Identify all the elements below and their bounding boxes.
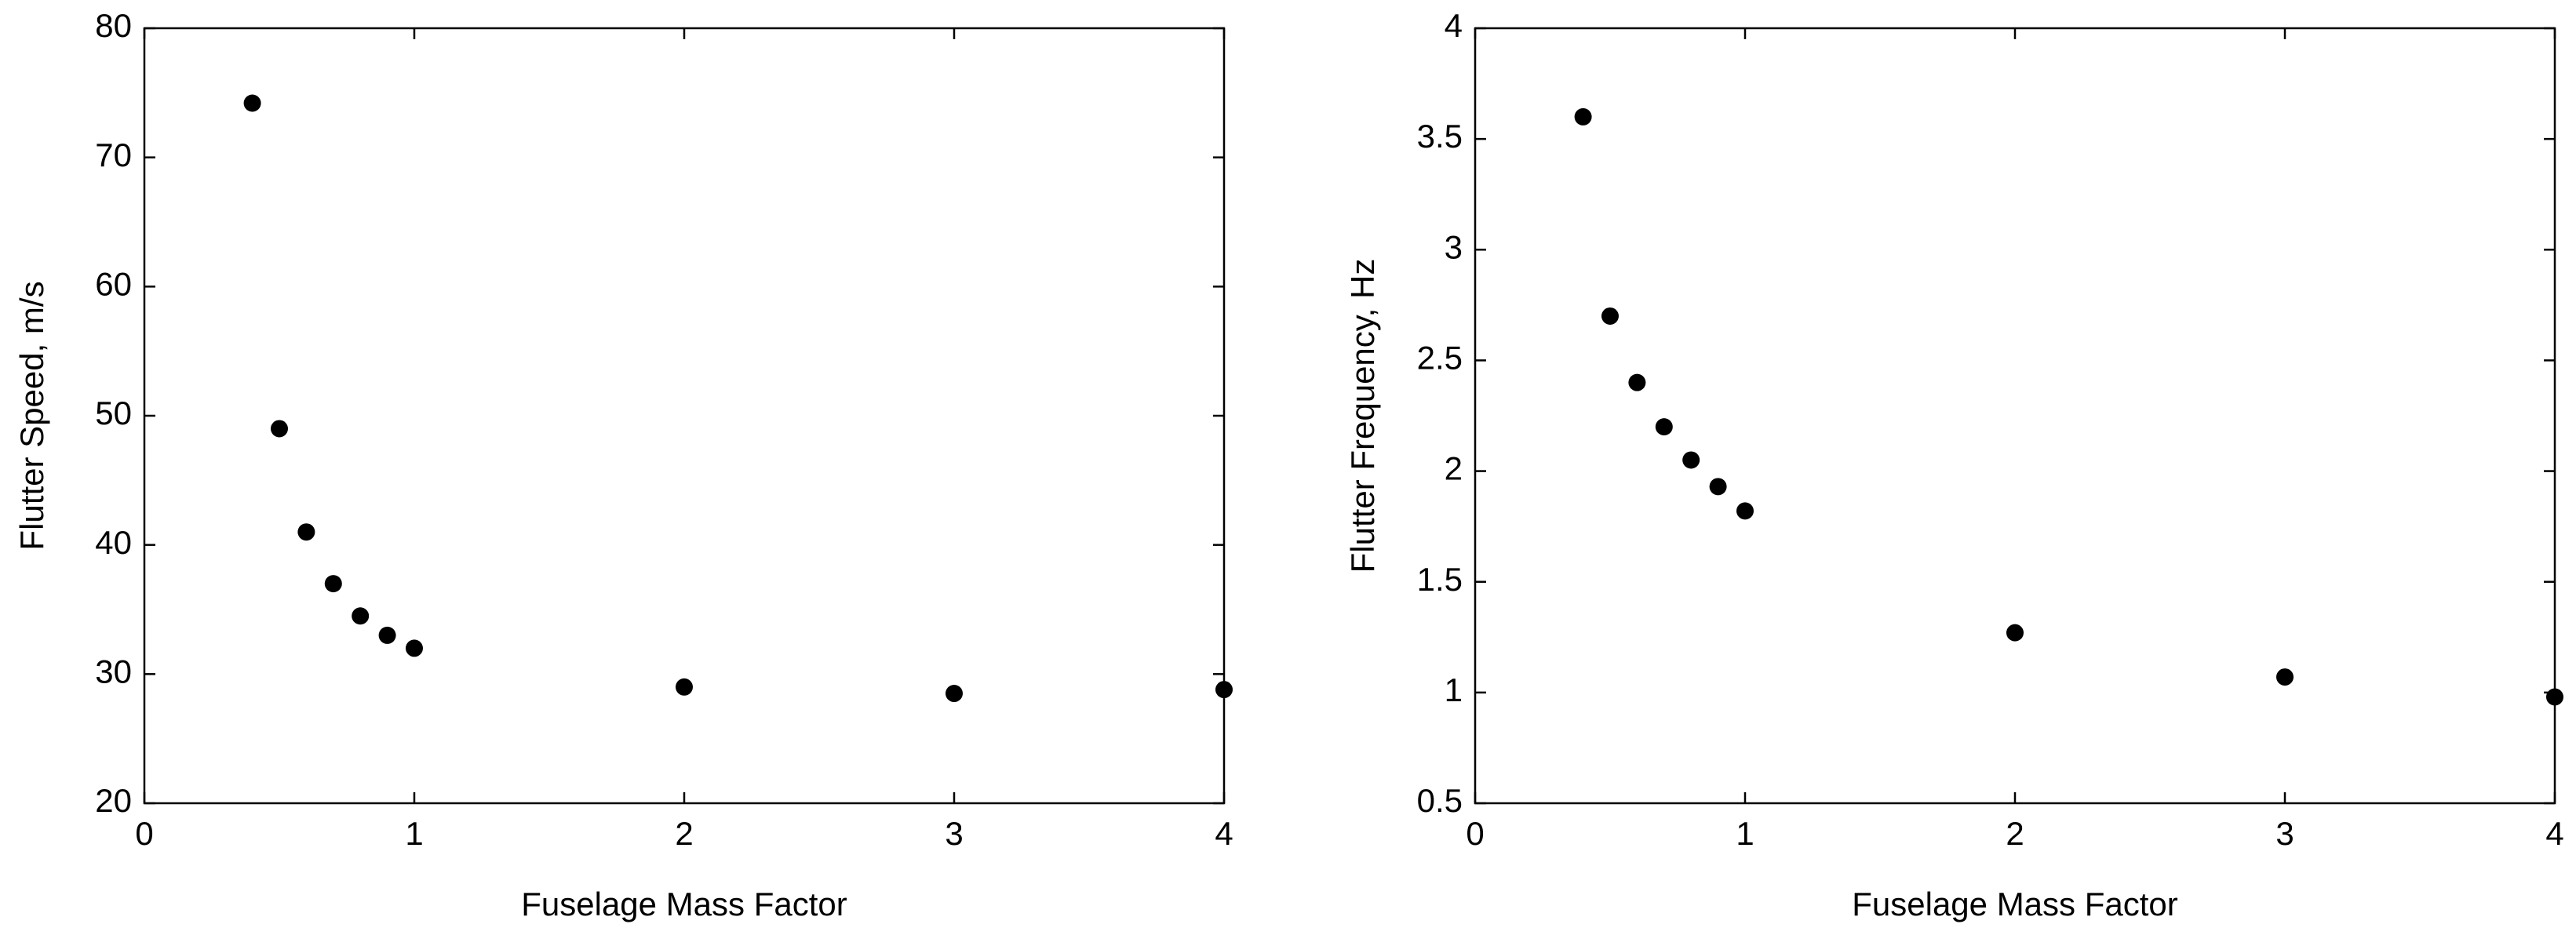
scatter-point xyxy=(324,575,342,593)
y-tick-label: 4 xyxy=(1445,7,1463,44)
x-tick-label: 3 xyxy=(945,815,963,852)
y-tick-label: 0.5 xyxy=(1417,782,1463,819)
y-tick-label: 2 xyxy=(1445,450,1463,487)
scatter-point xyxy=(1682,451,1700,469)
x-tick-label: 4 xyxy=(1215,815,1233,852)
y-tick-label: 70 xyxy=(95,136,132,173)
scatter-point xyxy=(1215,681,1233,699)
scatter-point xyxy=(676,678,693,696)
y-axis-label: Flutter Speed, m/s xyxy=(13,281,50,550)
x-tick-label: 2 xyxy=(2006,815,2024,852)
y-axis-label: Flutter Frequency, Hz xyxy=(1344,259,1381,573)
x-axis-label: Fuselage Mass Factor xyxy=(1852,886,2178,922)
scatter-point xyxy=(1655,418,1673,436)
plot-frame xyxy=(1474,27,2556,805)
y-tick-label: 3 xyxy=(1445,228,1463,265)
y-tick-label: 60 xyxy=(95,265,132,302)
x-tick-label: 0 xyxy=(1466,815,1484,852)
scatter-point xyxy=(1628,373,1646,391)
scatter-point xyxy=(2276,668,2294,686)
x-axis-label: Fuselage Mass Factor xyxy=(521,886,847,922)
x-tick-label: 0 xyxy=(135,815,153,852)
scatter-point xyxy=(1736,502,1754,520)
y-tick-label: 40 xyxy=(95,524,132,561)
y-tick-label: 20 xyxy=(95,782,132,819)
scatter-point xyxy=(378,626,396,644)
x-tick-label: 1 xyxy=(1736,815,1754,852)
y-tick-label: 3.5 xyxy=(1417,118,1463,155)
scatter-point xyxy=(297,523,315,541)
x-tick-label: 2 xyxy=(675,815,693,852)
scatter-point xyxy=(406,639,423,657)
scatter-point xyxy=(1709,478,1727,496)
y-tick-label: 30 xyxy=(95,653,132,689)
y-tick-label: 1.5 xyxy=(1417,561,1463,598)
scatter-point xyxy=(2546,688,2563,706)
y-tick-label: 80 xyxy=(95,7,132,44)
scatter-point xyxy=(1574,107,1592,126)
scatter-point xyxy=(243,94,261,112)
scatter-point xyxy=(946,685,963,703)
scatter-point xyxy=(1601,307,1619,325)
scatter-point xyxy=(2006,624,2024,642)
x-tick-label: 1 xyxy=(405,815,423,852)
x-tick-label: 4 xyxy=(2545,815,2563,852)
x-tick-label: 3 xyxy=(2275,815,2294,852)
y-tick-label: 2.5 xyxy=(1417,340,1463,377)
scatter-point xyxy=(352,607,370,625)
scatter-point xyxy=(271,420,288,438)
y-tick-label: 1 xyxy=(1445,671,1463,708)
y-tick-label: 50 xyxy=(95,395,132,431)
